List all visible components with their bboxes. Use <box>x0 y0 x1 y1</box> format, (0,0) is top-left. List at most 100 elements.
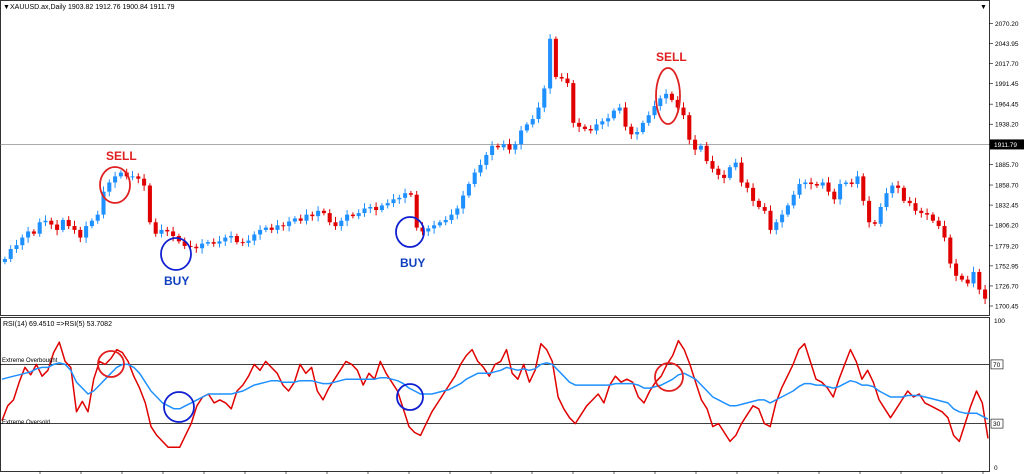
candle-body <box>84 226 89 238</box>
candle-body <box>252 234 257 241</box>
candle-body <box>240 242 245 244</box>
price-tick-label: 1752.95 <box>995 263 1019 270</box>
candle-body <box>524 124 529 131</box>
candle-body <box>408 193 413 195</box>
candle-body <box>635 132 640 135</box>
candle-body <box>774 222 779 230</box>
candle-body <box>379 205 384 211</box>
candle-body <box>872 222 877 224</box>
candle-body <box>350 214 355 217</box>
candle-body <box>391 199 396 204</box>
candle-body <box>646 115 651 123</box>
candle-body <box>345 214 350 221</box>
candle-body <box>536 107 541 120</box>
rsi-fast-line <box>1 339 989 449</box>
candle-body <box>762 206 767 211</box>
candle-body <box>205 242 210 244</box>
candle-body <box>490 145 495 155</box>
candle-body <box>443 219 448 223</box>
candle-body <box>675 99 680 108</box>
candle-body <box>977 271 982 290</box>
candle-body <box>826 182 831 192</box>
candle-body <box>200 243 205 249</box>
candle-body <box>414 194 419 228</box>
candle-body <box>582 126 587 129</box>
candle-body <box>333 222 338 227</box>
candle-body <box>229 236 234 238</box>
candle-body <box>919 210 924 214</box>
candle-body <box>31 231 36 234</box>
sell-circle-rsi-1 <box>97 350 125 378</box>
chart-collapse-icon[interactable]: ▼ <box>3 4 10 11</box>
candle-body <box>449 214 454 220</box>
candle-body <box>147 185 152 223</box>
candle-body <box>14 245 19 250</box>
candle-body <box>153 222 158 234</box>
candle-body <box>78 229 83 238</box>
candle-body <box>507 144 512 150</box>
candle-body <box>838 184 843 200</box>
candle-body <box>785 205 790 215</box>
candle-body <box>258 229 263 235</box>
candle-body <box>478 164 483 173</box>
candle-body <box>356 213 361 217</box>
candle-body <box>397 197 402 200</box>
candle-body <box>292 218 297 222</box>
price-tick-label: 2070.20 <box>995 21 1019 28</box>
candle-body <box>519 130 524 145</box>
price-axis: 2070.20 2043.95 2017.70 1991.45 1964.45 1938.… <box>0 21 1024 311</box>
candle-body <box>49 220 54 225</box>
candle-body <box>130 176 135 178</box>
candle-body <box>623 107 628 127</box>
candle-body <box>577 122 582 127</box>
buy-label-2: BUY <box>400 256 425 270</box>
candle-body <box>913 203 918 211</box>
candle-body <box>66 219 71 227</box>
price-panel <box>0 0 990 316</box>
price-tick-label: 1806.20 <box>995 223 1019 230</box>
candle-body <box>437 222 442 226</box>
candle-body <box>756 200 761 207</box>
close-icon[interactable]: ▼ <box>980 4 987 11</box>
candle-body <box>971 271 976 284</box>
candle-body <box>861 176 866 201</box>
candle-body <box>269 227 274 230</box>
candle-body <box>820 182 825 186</box>
candle-body <box>310 214 315 217</box>
candle-body <box>710 161 715 169</box>
candle-body <box>768 210 773 230</box>
candle-body <box>727 167 732 178</box>
candlestick-series <box>2 34 988 305</box>
candle-body <box>571 83 576 123</box>
candle-body <box>809 182 814 185</box>
candle-body <box>55 224 60 230</box>
candle-body <box>72 226 77 230</box>
candle-body <box>362 208 367 214</box>
candle-body <box>101 191 106 215</box>
candle-body <box>780 214 785 223</box>
current-price-tag <box>990 139 1024 150</box>
price-tick-label: 1700.45 <box>995 304 1019 311</box>
candle-body <box>803 182 808 185</box>
price-tick-label: 1779.20 <box>995 243 1019 250</box>
candle-body <box>368 206 373 209</box>
candle-body <box>867 200 872 223</box>
candle-body <box>629 126 634 135</box>
candle-body <box>611 110 616 119</box>
candle-body <box>652 106 657 116</box>
candle-body <box>542 88 547 108</box>
candle-body <box>907 200 912 204</box>
candle-body <box>304 214 309 221</box>
candle-body <box>565 78 570 84</box>
rsi-level-tag <box>990 359 1004 370</box>
sell-label-1: SELL <box>106 149 137 163</box>
candle-body <box>594 124 599 131</box>
candle-body <box>171 231 176 237</box>
candle-body <box>95 214 100 221</box>
chart-title: XAUUSD.ax,Daily 1903.82 1912.76 1900.84 … <box>10 4 175 11</box>
candle-body <box>548 38 553 89</box>
candle-body <box>751 187 756 201</box>
candle-body <box>165 229 170 232</box>
candle-body <box>484 154 489 165</box>
